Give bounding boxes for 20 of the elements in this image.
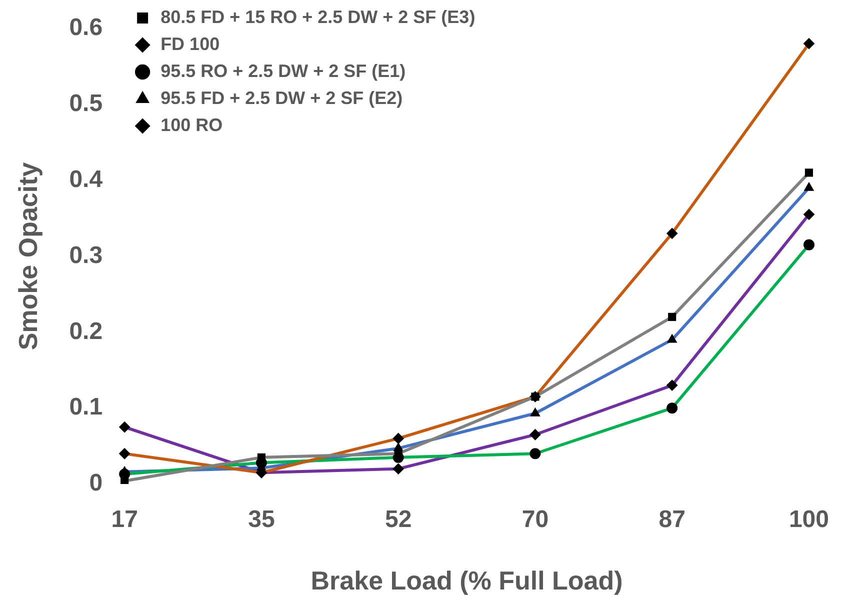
- x-tick-label: 35: [248, 506, 275, 534]
- y-tick-label: 0.4: [69, 166, 104, 193]
- legend-label: 80.5 FD + 15 RO + 2.5 DW + 2 SF (E3): [160, 6, 476, 27]
- legend-label: 95.5 RO + 2.5 DW + 2 SF (E1): [160, 60, 406, 81]
- y-tick-label: 0.2: [69, 318, 103, 345]
- legend-label: 100 RO: [160, 114, 223, 135]
- legend-label: 95.5 FD + 2.5 DW + 2 SF (E2): [160, 88, 403, 108]
- legend-label: FD 100: [160, 34, 220, 54]
- y-tick-label: 0.6: [69, 14, 103, 42]
- x-axis-title: Brake Load (% Full Load): [310, 566, 623, 596]
- x-tick-label: 17: [111, 506, 138, 534]
- y-tick-label: 0.1: [69, 394, 103, 421]
- x-tick-label: 87: [658, 506, 686, 534]
- y-tick-label: 0.5: [69, 90, 103, 117]
- x-tick-label: 52: [384, 506, 412, 534]
- x-tick-label: 100: [788, 506, 829, 534]
- y-tick-label: 0: [89, 470, 103, 497]
- y-axis-title: Smoke Opacity: [12, 162, 43, 350]
- x-tick-label: 70: [522, 506, 549, 534]
- y-tick-label: 0.3: [69, 242, 103, 269]
